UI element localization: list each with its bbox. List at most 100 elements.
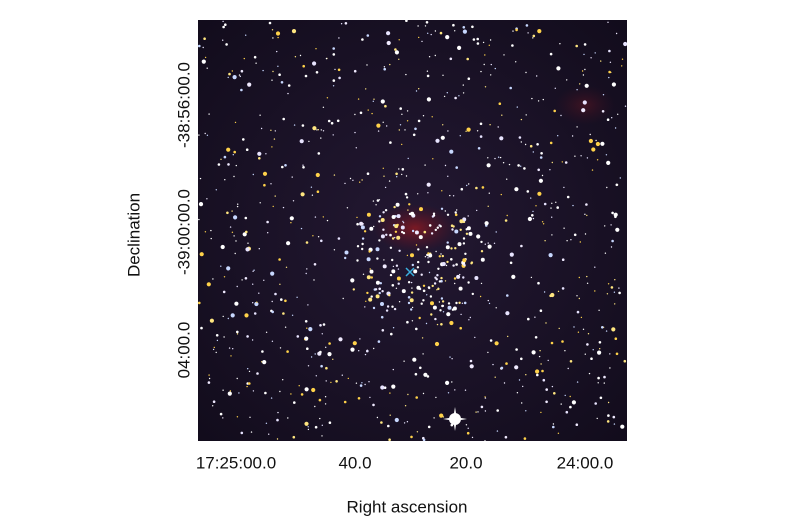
star <box>248 382 251 385</box>
star <box>270 271 275 276</box>
star <box>551 385 554 388</box>
star <box>233 235 235 237</box>
star <box>326 219 329 222</box>
star <box>423 372 428 377</box>
star <box>337 68 341 72</box>
star <box>361 38 364 41</box>
star <box>247 82 252 87</box>
star <box>315 48 317 50</box>
star <box>314 216 317 218</box>
star <box>275 31 281 36</box>
star <box>279 390 281 393</box>
star <box>583 53 585 56</box>
star <box>255 62 257 64</box>
star <box>375 247 380 252</box>
star <box>592 349 594 351</box>
star <box>615 32 618 35</box>
star <box>234 252 236 255</box>
star <box>609 353 611 355</box>
star <box>262 360 267 365</box>
star <box>212 348 215 351</box>
star <box>356 245 360 248</box>
star <box>412 357 417 362</box>
star <box>291 29 297 34</box>
star <box>224 23 227 27</box>
star <box>549 169 551 171</box>
star <box>476 234 481 239</box>
star <box>455 166 459 169</box>
star <box>287 417 289 419</box>
star <box>458 301 461 304</box>
star <box>484 54 486 56</box>
star <box>462 242 466 245</box>
star <box>228 347 231 349</box>
star <box>597 382 599 384</box>
star <box>574 155 576 157</box>
star <box>427 32 429 34</box>
star <box>359 338 361 340</box>
star <box>347 377 349 380</box>
star <box>229 390 232 392</box>
star <box>337 237 341 240</box>
star <box>258 292 260 294</box>
star <box>417 248 420 251</box>
star <box>316 190 320 193</box>
star <box>319 324 322 327</box>
star <box>494 67 496 70</box>
star <box>561 161 563 163</box>
star <box>342 297 344 300</box>
star <box>314 405 316 408</box>
star <box>294 56 297 58</box>
star <box>431 215 435 218</box>
star <box>384 104 387 108</box>
star <box>483 63 485 66</box>
star <box>465 424 468 426</box>
star <box>380 315 384 319</box>
star <box>398 39 400 41</box>
star <box>394 48 397 51</box>
star <box>373 347 375 350</box>
star <box>231 210 233 212</box>
star <box>277 36 279 39</box>
x-tick-label: 40.0 <box>338 453 371 472</box>
star <box>280 298 283 301</box>
star <box>395 264 399 267</box>
star <box>418 88 420 90</box>
star <box>321 333 323 335</box>
star <box>233 215 238 220</box>
star <box>232 154 234 156</box>
star <box>403 360 405 362</box>
star <box>426 294 428 296</box>
star <box>468 183 470 185</box>
star <box>304 387 309 392</box>
star <box>610 224 612 226</box>
star <box>445 380 450 385</box>
star <box>319 417 321 420</box>
star <box>391 269 396 274</box>
star <box>415 244 418 246</box>
star <box>258 248 260 250</box>
star <box>462 26 466 29</box>
star <box>238 74 241 76</box>
star <box>618 291 621 295</box>
star <box>400 225 405 230</box>
star <box>563 186 565 189</box>
star <box>272 205 274 208</box>
star <box>307 426 309 428</box>
star <box>397 282 400 285</box>
star <box>383 259 385 261</box>
star <box>440 207 444 210</box>
star <box>231 231 234 233</box>
star <box>244 216 248 220</box>
star <box>326 97 329 99</box>
star <box>298 385 300 387</box>
star <box>537 29 542 34</box>
star <box>315 375 317 377</box>
star <box>292 200 295 202</box>
star <box>357 98 360 100</box>
star <box>584 83 589 88</box>
star <box>604 252 607 254</box>
star <box>465 130 467 132</box>
star <box>461 302 464 304</box>
star <box>434 317 437 321</box>
